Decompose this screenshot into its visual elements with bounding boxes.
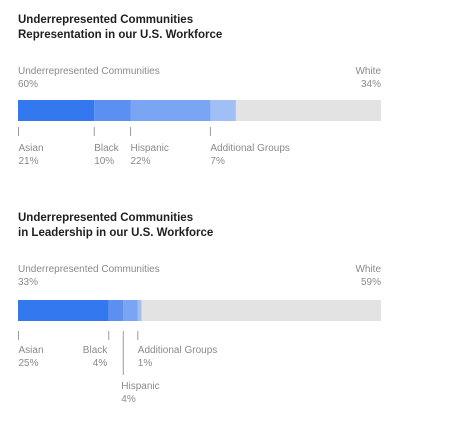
bar-segments <box>18 100 236 136</box>
right-total-value: 59% <box>360 276 381 288</box>
left-total-label: Underrepresented Communities <box>18 264 160 275</box>
segment-name: Asian <box>18 143 44 154</box>
bar-segment-additional-groups <box>210 100 236 121</box>
segment-value: 21% <box>18 155 39 167</box>
segment-value: 7% <box>210 155 225 167</box>
bar-segment-asian <box>18 100 95 121</box>
left-total-value: 60% <box>18 78 39 90</box>
segment-name: Hispanic <box>121 381 160 392</box>
bar-segment-hispanic <box>130 100 211 121</box>
chart-title-line-2: Representation in our U.S. Workforce <box>18 28 223 41</box>
segment-name: Additional Groups <box>210 143 290 154</box>
segment-label-additional-groups: Additional Groups 7% <box>210 143 290 168</box>
bar-segment-asian <box>18 300 109 321</box>
chart-title-line-1: Underrepresented Communities <box>18 14 194 26</box>
segment-value: 22% <box>130 155 151 167</box>
left-total: Underrepresented Communities 60% <box>18 66 160 91</box>
segment-value: 4% <box>92 357 108 369</box>
segment-name: Black <box>82 345 108 356</box>
segment-name: Black <box>94 143 119 154</box>
left-total: Underrepresented Communities 33% <box>18 264 160 289</box>
segment-value: 25% <box>18 357 39 369</box>
right-total-label: White <box>355 264 381 275</box>
right-total: White 34% <box>355 66 381 91</box>
bar-segment-black <box>94 100 131 121</box>
chart-title: Underrepresented Communities in Leadersh… <box>18 211 213 240</box>
segment-value: 1% <box>137 357 153 369</box>
chart-title: Underrepresented Communities Representat… <box>18 13 222 42</box>
segment-name: Asian <box>18 345 44 356</box>
right-total-label: White <box>355 66 381 77</box>
chart-title-line-2: in Leadership in our U.S. Workforce <box>18 226 214 239</box>
segment-name: Hispanic <box>130 143 169 154</box>
segment-name: Additional Groups <box>137 345 218 356</box>
left-total-value: 33% <box>18 276 39 288</box>
right-total: White 59% <box>355 264 381 289</box>
bar-segment-additional-groups <box>137 300 142 321</box>
segment-label-hispanic: Hispanic 4% <box>121 381 159 406</box>
segment-label-hispanic: Hispanic 22% <box>131 143 169 168</box>
segment-label-black: Black 10% <box>94 143 118 168</box>
segment-label-asian: Asian 21% <box>19 143 44 168</box>
segment-label-asian: Asian 25% <box>19 345 44 370</box>
bar-segment-hispanic <box>123 300 138 321</box>
segment-value: 10% <box>94 155 115 167</box>
segment-label-black: Black 4% <box>83 345 107 370</box>
segment-value: 4% <box>121 393 136 405</box>
chart-title-line-1: Underrepresented Communities <box>18 212 194 224</box>
bar-segment-black <box>108 300 124 321</box>
left-total-label: Underrepresented Communities <box>18 66 160 77</box>
segment-label-additional-groups: Additional Groups 1% <box>138 345 218 370</box>
right-total-value: 34% <box>360 78 381 90</box>
